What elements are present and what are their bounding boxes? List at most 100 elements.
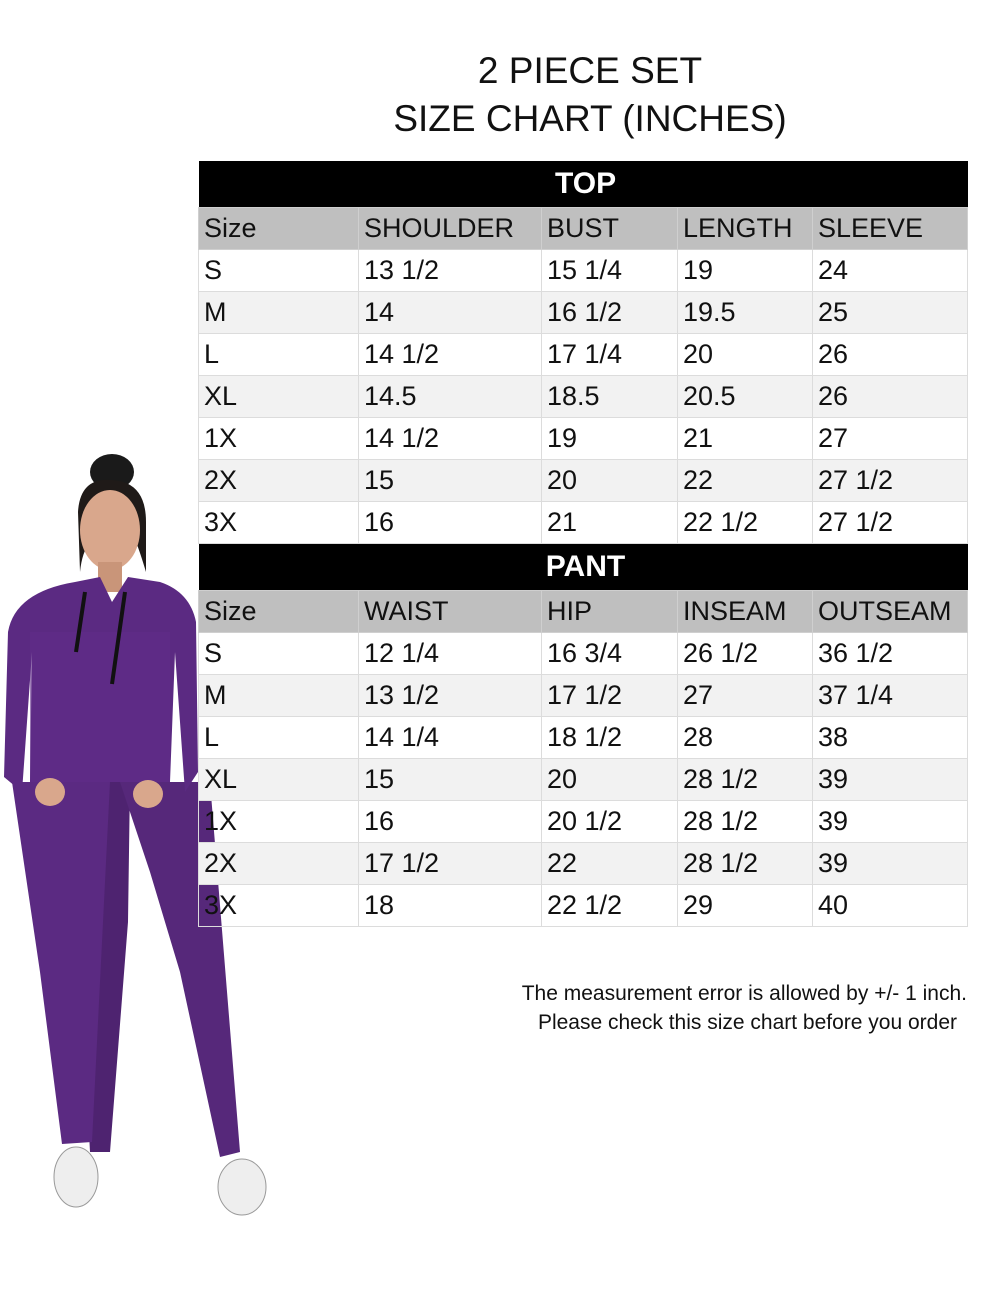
table-row: L 14 1/2 17 1/4 20 26	[198, 333, 969, 376]
table-cell: 3X	[198, 501, 359, 544]
table-cell: 1X	[198, 417, 359, 460]
table-cell: 19	[541, 417, 678, 460]
table-cell: 17 1/2	[358, 842, 542, 885]
column-header: SLEEVE	[811, 207, 969, 250]
table-cell: 40	[812, 884, 968, 927]
table-cell: 22	[541, 842, 678, 885]
measurement-note: The measurement error is allowed by +/- …	[521, 982, 967, 1005]
column-header: HIP	[541, 590, 678, 633]
table-cell: 36 1/2	[812, 632, 968, 675]
table-cell: 18.5	[541, 375, 678, 418]
table-row: L 14 1/4 18 1/2 28 38	[198, 716, 968, 759]
table-cell: 28 1/2	[677, 758, 813, 801]
table-cell: 21	[677, 417, 813, 460]
table-cell: 15 1/4	[541, 249, 678, 292]
table-cell: 20	[541, 459, 678, 502]
table-cell: 26 1/2	[677, 632, 813, 675]
table-cell: XL	[198, 758, 359, 801]
table-row: 1X 16 20 1/2 28 1/2 39	[198, 800, 968, 843]
table-cell: S	[198, 249, 359, 292]
table-cell: 27	[811, 417, 969, 460]
table-cell: 39	[812, 758, 968, 801]
table-cell: XL	[198, 375, 359, 418]
table-cell: L	[198, 333, 359, 376]
table-cell: L	[198, 716, 359, 759]
table-cell: 26	[811, 375, 969, 418]
column-header: OUTSEAM	[812, 590, 968, 633]
table-cell: 19	[677, 249, 813, 292]
table-row: 1X 14 1/2 19 21 27	[198, 417, 969, 460]
table-row: 2X 17 1/2 22 28 1/2 39	[198, 842, 968, 885]
table-cell: 15	[358, 459, 542, 502]
section-label: TOP	[198, 161, 968, 208]
table-row: 3X 16 21 22 1/2 27 1/2	[198, 501, 969, 544]
table-cell: 15	[358, 758, 542, 801]
table-row: M 14 16 1/2 19.5 25	[198, 291, 969, 334]
table-cell: 28 1/2	[677, 842, 813, 885]
table-cell: 22	[677, 459, 813, 502]
table-cell: 16 1/2	[541, 291, 678, 334]
table-cell: 13 1/2	[358, 674, 542, 717]
column-header: BUST	[541, 207, 678, 250]
table-cell: 13 1/2	[358, 249, 542, 292]
table-cell: 14 1/4	[358, 716, 542, 759]
table-cell: 14.5	[358, 375, 542, 418]
table-cell: 20.5	[677, 375, 813, 418]
column-header: Size	[198, 590, 359, 633]
table-cell: 26	[811, 333, 969, 376]
table-row: 2X 15 20 22 27 1/2	[198, 459, 969, 502]
table-cell: 20	[541, 758, 678, 801]
column-header: SHOULDER	[358, 207, 542, 250]
table-cell: 1X	[198, 800, 359, 843]
table-cell: M	[198, 291, 359, 334]
pant-size-table: PANT Size WAIST HIP INSEAM OUTSEAM S 12 1/4 16 3…	[198, 544, 968, 927]
table-cell: S	[198, 632, 359, 675]
pant-section-header: PANT	[198, 544, 968, 591]
table-cell: 22 1/2	[541, 884, 678, 927]
table-cell: 39	[812, 800, 968, 843]
title-line-2: SIZE CHART (INCHES)	[393, 98, 787, 139]
table-row: XL 14.5 18.5 20.5 26	[198, 375, 969, 418]
column-header: LENGTH	[677, 207, 813, 250]
table-cell: 17 1/4	[541, 333, 678, 376]
table-cell: 27 1/2	[811, 459, 969, 502]
top-section-header: TOP	[198, 161, 968, 208]
table-row: M 13 1/2 17 1/2 27 37 1/4	[198, 674, 968, 717]
column-header-row: Size WAIST HIP INSEAM OUTSEAM	[198, 590, 968, 633]
table-cell: 22 1/2	[677, 501, 813, 544]
top-size-table: TOP Size SHOULDER BUST LENGTH SLEEVE S 13 1/2 15…	[198, 161, 969, 544]
order-note: Please check this size chart before you …	[537, 1011, 957, 1034]
column-header: Size	[198, 207, 359, 250]
table-cell: 16	[358, 501, 542, 544]
table-row: S 13 1/2 15 1/4 19 24	[198, 249, 969, 292]
table-cell: 17 1/2	[541, 674, 678, 717]
column-header: INSEAM	[677, 590, 813, 633]
title-line-1: 2 PIECE SET	[477, 50, 703, 91]
table-cell: 28 1/2	[677, 800, 813, 843]
table-cell: 14 1/2	[358, 417, 542, 460]
table-cell: M	[198, 674, 359, 717]
table-cell: 21	[541, 501, 678, 544]
table-cell: 27 1/2	[811, 501, 969, 544]
table-cell: 12 1/4	[358, 632, 542, 675]
section-label: PANT	[198, 544, 968, 591]
table-cell: 18	[358, 884, 542, 927]
column-header: WAIST	[358, 590, 542, 633]
table-row: S 12 1/4 16 3/4 26 1/2 36 1/2	[198, 632, 968, 675]
table-cell: 2X	[198, 842, 359, 885]
table-cell: 28	[677, 716, 813, 759]
table-cell: 14 1/2	[358, 333, 542, 376]
table-cell: 24	[811, 249, 969, 292]
table-cell: 20	[677, 333, 813, 376]
table-cell: 29	[677, 884, 813, 927]
table-cell: 19.5	[677, 291, 813, 334]
table-cell: 16	[358, 800, 542, 843]
table-row: 3X 18 22 1/2 29 40	[198, 884, 968, 927]
table-cell: 38	[812, 716, 968, 759]
table-cell: 20 1/2	[541, 800, 678, 843]
table-cell: 16 3/4	[541, 632, 678, 675]
table-cell: 14	[358, 291, 542, 334]
table-cell: 25	[811, 291, 969, 334]
table-cell: 37 1/4	[812, 674, 968, 717]
